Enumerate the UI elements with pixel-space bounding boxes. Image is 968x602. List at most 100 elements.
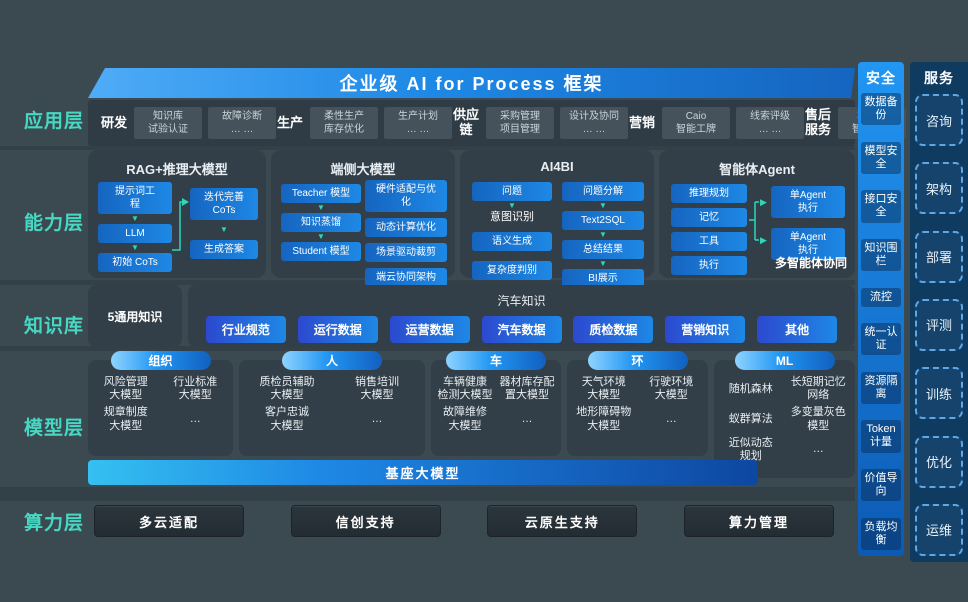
security-item: 知识围栏 [861,238,901,272]
layer-divider [0,487,855,501]
model-group-environment: 环 天气环境 大模型 行驶环境 大模型 地形障碍物 大模型… [567,351,708,456]
ai4bi-panel-title: AI4BI [540,159,574,174]
security-item: 统一认证 [861,323,901,356]
ai4bi-step: BI展示 [562,269,644,288]
rag-step-answer: 生成答案 [190,240,258,259]
app-group: 营销 Caio 智能工牌 线索评级 … … [628,107,804,139]
arrow-right-icon [760,198,767,207]
security-item: 流控 [861,287,901,307]
model-group-pill: 车 [446,351,546,370]
arrow-down-icon [562,201,644,211]
ai4bi-step-semantic: 语义生成 [472,232,552,252]
edge-step: Student 模型 [281,242,361,261]
rag-step-iterate-cots: 迭代完善 CoTs [190,188,258,220]
arrow-down-icon [98,243,172,253]
app-task-box: 故障诊断 … … [208,107,276,139]
rag-step-initial-cots: 初始 CoTs [98,253,172,272]
model-cell: … [521,412,533,425]
arrow-down-icon [472,201,552,211]
app-task-box: 柔性生产 库存优化 [310,107,378,139]
knowledge-item-button: 汽车数据 [481,316,562,343]
layer-divider [0,346,855,351]
agent-multi-note: 多智能体协同 [774,256,847,270]
app-task-box: 线索评级 … … [736,107,804,139]
model-group-vehicle: 车 车辆健康 检测大模型 器材库存配 置大模型 故障维修 大模型… [431,351,561,456]
app-group-name: 售后服务 [804,107,831,137]
security-panel-title: 安全 [866,70,896,86]
compute-item-button: 多云适配 [94,505,244,537]
auto-knowledge-panel: 汽车知识 行业规范 运行数据 运营数据 汽车数据 质检数据 营销知识 [188,285,855,347]
service-item: 部署 [915,230,963,283]
model-cell: 近似动态 规划 [728,436,773,462]
model-group-pill: 环 [587,351,688,370]
knowledge-items: 行业规范 运行数据 运营数据 汽车数据 质检数据 营销知识 其他 [188,316,855,343]
security-items: 数据备份 模型安全 接口安全 知识围栏 流控 统一认证 资源隔离 Token计量… [861,93,901,550]
ai4bi-panel: AI4BI 问题 意图识别 语义生成 复杂度判别 问题分解 Text2SQL 总… [460,150,654,288]
compute-item-button: 算力管理 [683,505,834,537]
model-cell: … [371,412,383,425]
capability-layer-row: RAG+推理大模型 提示词工 程 LLM 初始 CoTs 迭代完善 CoTs 生… [88,150,855,288]
security-item: Token计量 [861,420,901,453]
model-cell: 规章制度 大模型 [103,406,148,432]
rag-left-column: 提示词工 程 LLM 初始 CoTs [98,182,172,272]
arrow-down-icon [281,203,361,213]
auto-knowledge-title: 汽车知识 [497,294,546,308]
edge-panel-title: 端侧大模型 [330,162,396,177]
service-item: 运维 [915,503,963,556]
knowledge-item-button: 运行数据 [297,316,378,343]
model-layer-row: 组织 风险管理 大模型 行业标准 大模型 规章制度 大模型 … 人 质检员辅助 大模型… [88,351,855,492]
service-item: 评测 [915,298,963,351]
security-item: 价值导向 [861,468,901,502]
edge-right-column: 硬件适配与优 化 动态计算优化 场景驱动裁剪 端云协同架构 [365,180,447,287]
edge-step: Teacher 模型 [281,184,361,203]
app-group-name: 营销 [628,114,655,130]
rag-panel-title: RAG+推理大模型 [126,162,228,177]
arrow-down-icon [98,214,172,224]
ai4bi-step: 问题分解 [562,182,644,201]
ai4bi-step: 总结结果 [562,240,644,259]
agent-component-box: 执行 [671,256,747,275]
service-item: 架构 [915,162,963,215]
arrow-down-icon [562,230,644,240]
app-group: 研发 知识库 试验认证 故障诊断 … … [100,107,276,139]
layer-label-application: 应用层 [23,111,84,132]
edge-left-column: Teacher 模型 知识蒸馏 Student 模型 [281,184,361,261]
agent-exec-box: 单Agent 执行 [771,228,845,260]
model-cell: … [812,443,824,456]
app-task-box: 设计及协同 … … [560,107,628,139]
model-cell: 质检员辅助 大模型 [259,376,315,402]
model-cell: 行驶环境 大模型 [649,376,694,402]
app-group-name: 研发 [100,114,127,130]
model-cells: 随机森林 长短期记忆 网络 蚁群算法 多变量灰色 模型 近似动态 规划… [714,360,855,467]
model-cell: 客户忠诚 大模型 [265,406,309,432]
security-item: 接口安全 [861,190,901,223]
model-group-ml: ML 随机森林 长短期记忆 网络 蚁群算法 多变量灰色 模型 近似动态 规划… [714,351,855,478]
app-group-name: 供应链 [452,107,479,137]
model-group-pill: 人 [282,351,382,370]
app-task-box: 采购管理 项目管理 [486,107,554,139]
model-group-pill: 组织 [110,351,211,370]
model-cell: 车辆健康 检测大模型 [437,376,493,402]
app-group-name: 生产 [276,114,303,130]
rag-step-llm: LLM [98,224,172,243]
ai4bi-step-question: 问题 [472,182,552,201]
model-cells: 天气环境 大模型 行驶环境 大模型 地形障碍物 大模型… [567,360,708,437]
model-cell: 故障维修 大模型 [443,406,487,432]
layer-label-model: 模型层 [23,418,84,439]
model-group-pill: ML [734,351,835,370]
service-item: 训练 [915,367,963,420]
service-item: 优化 [915,435,963,488]
service-panel-title: 服务 [924,70,954,86]
ai4bi-step-complexity: 复杂度判别 [472,261,552,281]
title-banner: 企业级 AI for Process 框架 [88,68,855,98]
arrow-right-icon [760,236,767,245]
app-task-box: Caio 智能工牌 [662,107,730,139]
model-cell: 天气环境 大模型 [581,376,626,402]
model-cell: 销售培训 大模型 [355,376,399,402]
security-item: 模型安全 [861,141,901,175]
layer-label-knowledge: 知识库 [23,316,84,337]
layer-label-compute: 算力层 [23,513,84,534]
agent-exec-box: 单Agent 执行 [771,186,845,218]
knowledge-item-button: 行业规范 [205,316,286,343]
